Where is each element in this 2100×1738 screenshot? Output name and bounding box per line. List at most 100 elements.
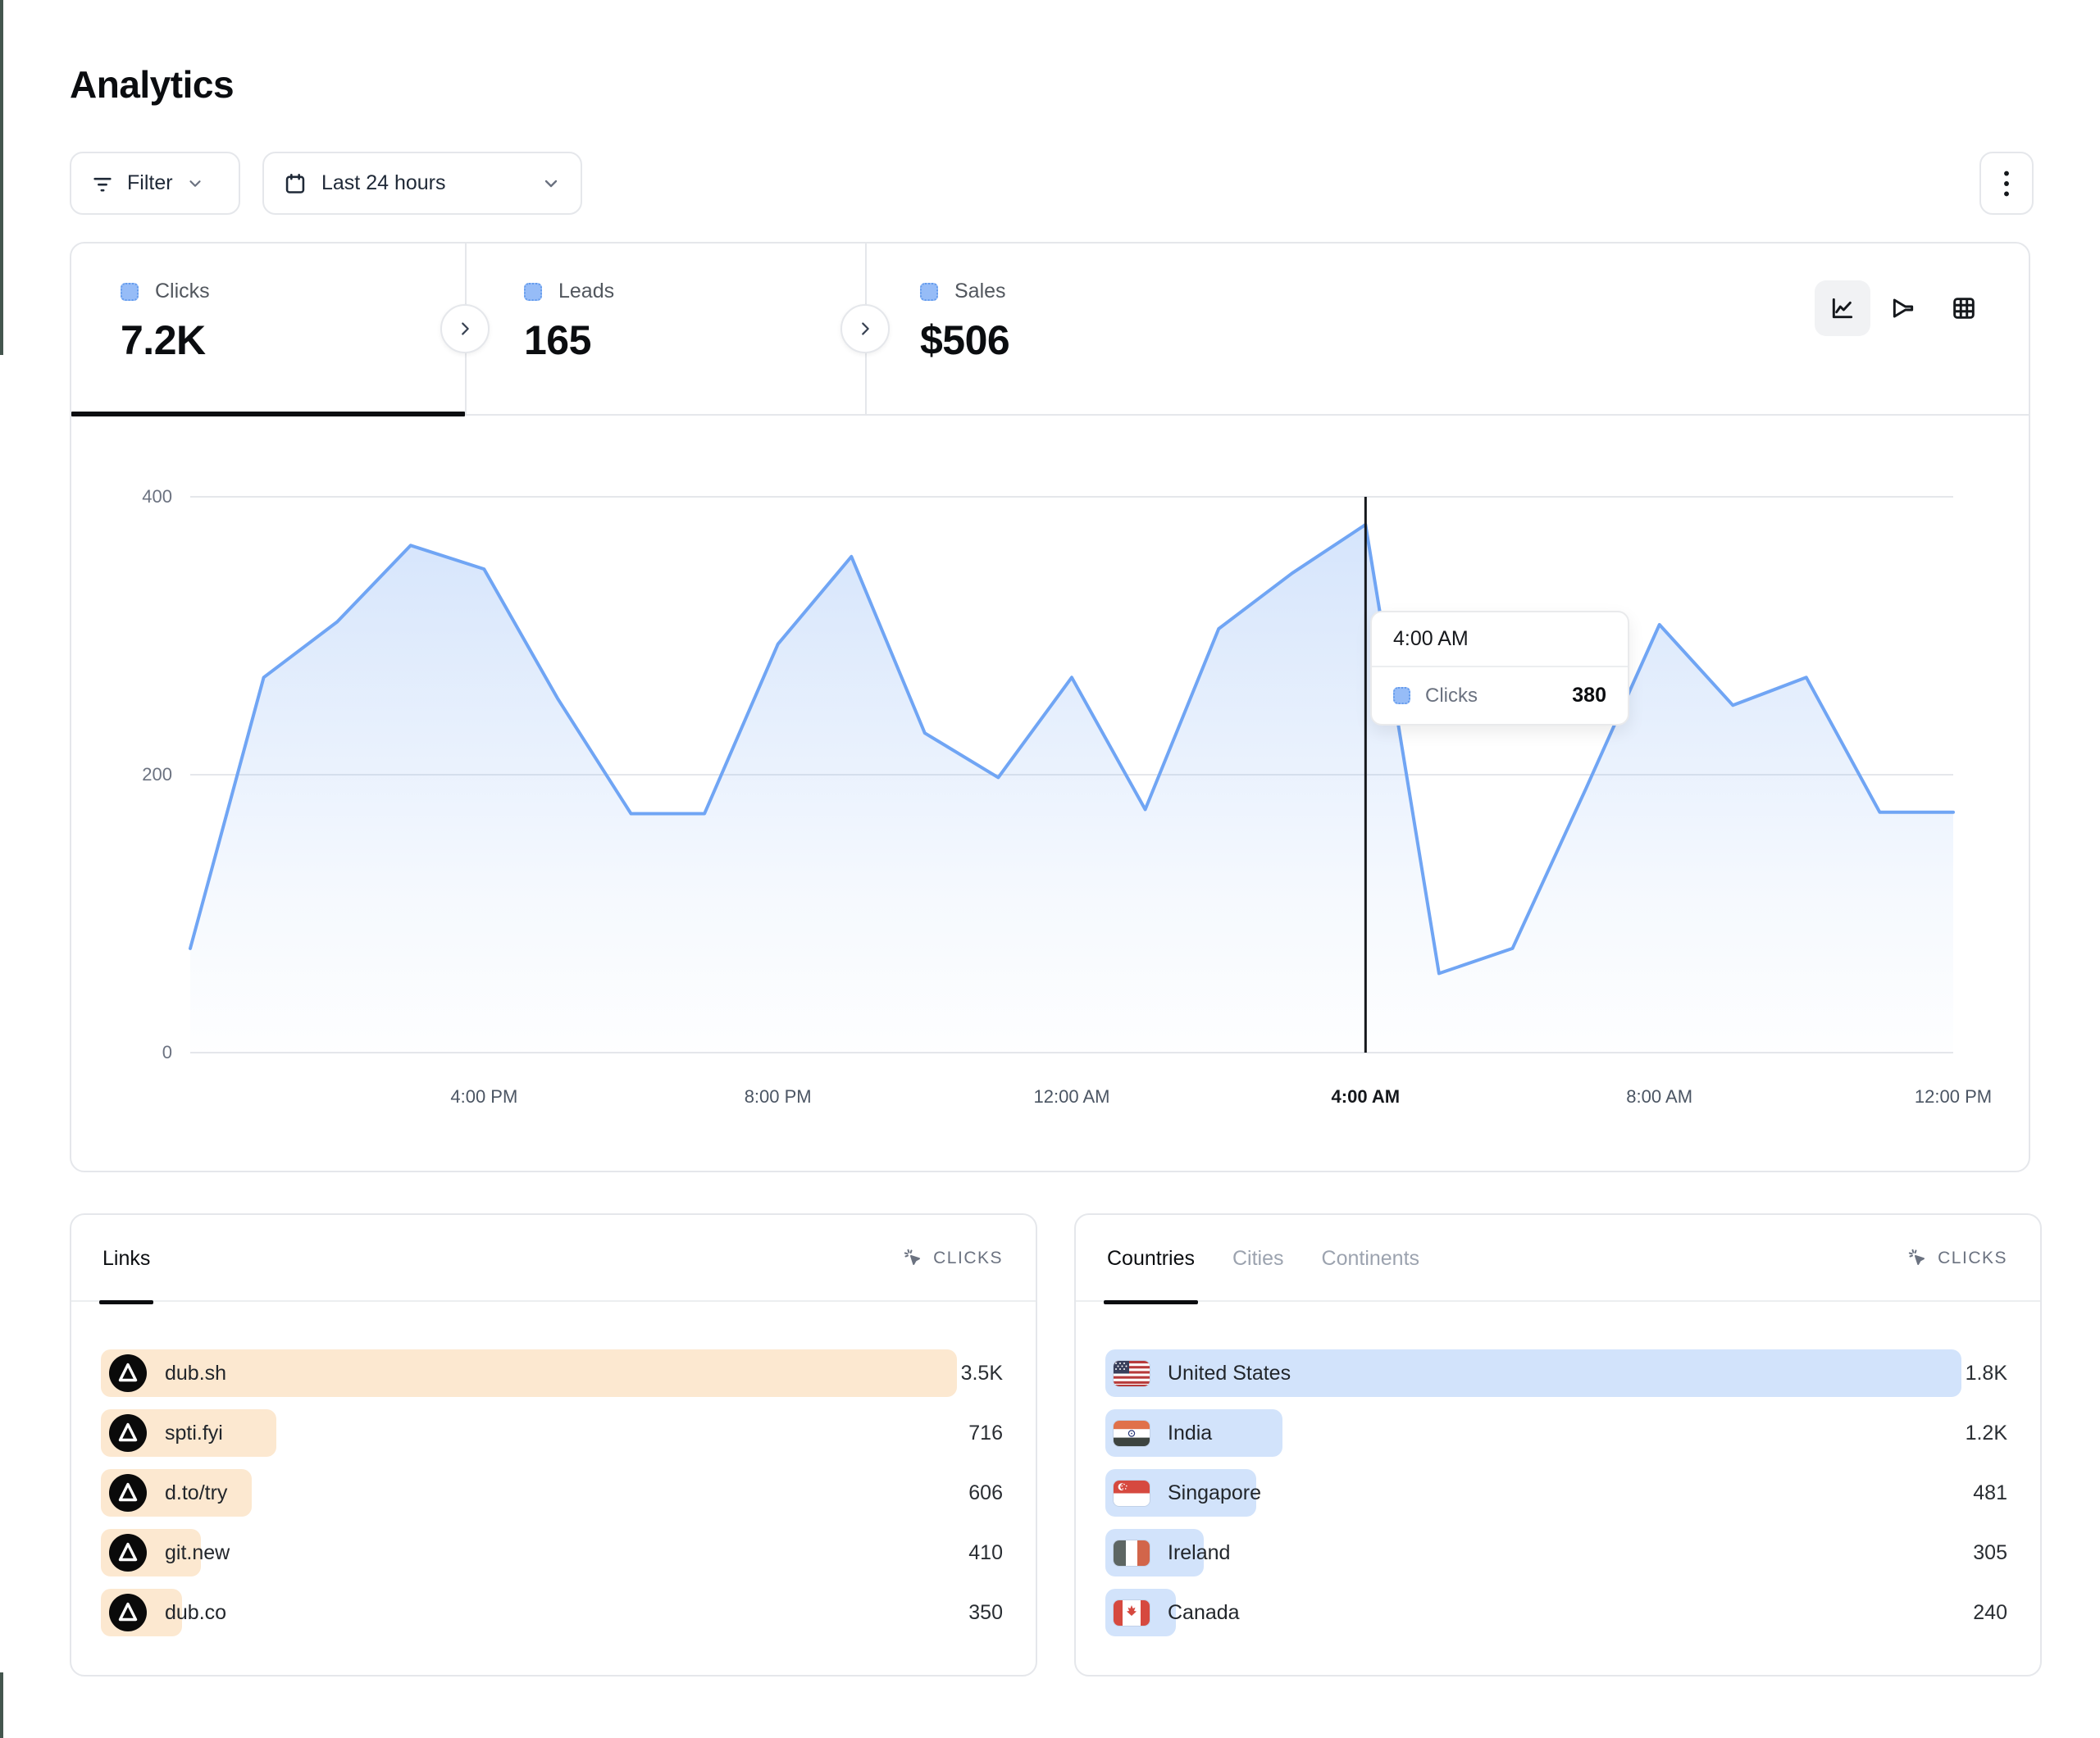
table-view-button[interactable] (1936, 280, 1992, 336)
tab-clicks[interactable]: Clicks 7.2K (121, 243, 210, 414)
country-row[interactable]: Ireland 305 (1105, 1529, 2007, 1576)
link-row[interactable]: git.new 410 (101, 1529, 1003, 1576)
window-edge-accent-bottom (0, 1672, 3, 1738)
expand-clicks-leads-button[interactable] (440, 304, 490, 353)
link-name: git.new (165, 1540, 230, 1564)
us-flag-icon (1114, 1360, 1150, 1386)
country-bar (1105, 1349, 1961, 1397)
chart-axis-labels: 0 200 400 4:00 PM 8:00 PM 12:00 AM 4:00 AM 8:00… (142, 486, 1992, 1107)
svg-text:8:00 PM: 8:00 PM (745, 1086, 812, 1107)
svg-text:400: 400 (142, 486, 172, 507)
svg-text:4:00 AM: 4:00 AM (1332, 1086, 1401, 1107)
link-row[interactable]: dub.co 350 (101, 1589, 1003, 1636)
svg-text:4:00 PM: 4:00 PM (450, 1086, 517, 1107)
tooltip-time: 4:00 AM (1372, 612, 1628, 667)
analytics-chart-card: Clicks 7.2K Leads 165 Sales $506 (70, 242, 2030, 1172)
svg-text:200: 200 (142, 764, 172, 785)
funnel-icon (1893, 298, 1914, 318)
country-row[interactable]: Canada 240 (1105, 1589, 2007, 1636)
chevron-right-icon (462, 322, 469, 335)
svg-text:8:00 AM: 8:00 AM (1626, 1086, 1692, 1107)
tab-countries[interactable]: Countries (1104, 1215, 1198, 1304)
country-name: Singapore (1168, 1481, 1261, 1504)
country-name: Ireland (1168, 1540, 1231, 1564)
kebab-menu-icon (1996, 170, 2017, 198)
cursor-click-icon (904, 1249, 923, 1268)
dub-logo-icon (109, 1534, 147, 1572)
chevron-down-icon (541, 174, 561, 193)
link-row[interactable]: d.to/try 606 (101, 1469, 1003, 1517)
link-clicks-value: 3.5K (960, 1361, 1003, 1385)
filter-button-label: Filter (127, 171, 173, 194)
link-row[interactable]: spti.fyi 716 (101, 1409, 1003, 1457)
chevron-right-icon (862, 322, 869, 335)
date-range-button[interactable]: Last 24 hours (262, 152, 582, 215)
tab-sales[interactable]: Sales $506 (920, 243, 1010, 414)
active-tab-underline (71, 412, 465, 416)
funnel-view-button[interactable] (1875, 280, 1931, 336)
country-clicks-value: 481 (1973, 1481, 2007, 1504)
link-name: d.to/try (165, 1481, 228, 1504)
link-clicks-value: 606 (968, 1481, 1003, 1504)
sales-tab-label: Sales (954, 280, 1006, 303)
clicks-tab-label: Clicks (155, 280, 210, 303)
link-clicks-value: 350 (968, 1600, 1003, 1624)
links-rows: dub.sh 3.5K spti.fyi 716 d.to/try 606 (101, 1302, 1003, 1636)
link-clicks-value: 410 (968, 1540, 1003, 1564)
countries-card-header: Countries Cities Continents CLICKS (1076, 1215, 2040, 1304)
svg-text:0: 0 (162, 1042, 172, 1062)
link-row[interactable]: dub.sh 3.5K (101, 1349, 1003, 1397)
country-row[interactable]: Singapore 481 (1105, 1469, 2007, 1517)
country-clicks-value: 240 (1973, 1600, 2007, 1624)
sales-legend-swatch (920, 282, 938, 301)
ireland-flag-icon (1114, 1540, 1150, 1566)
tooltip-value: 380 (1572, 684, 1606, 707)
links-metric-label: CLICKS (933, 1249, 1003, 1267)
country-row[interactable]: India 1.2K (1105, 1409, 2007, 1457)
country-row[interactable]: United States 1.8K (1105, 1349, 2007, 1397)
country-clicks-value: 305 (1973, 1540, 2007, 1564)
chart-tooltip: 4:00 AM Clicks 380 (1370, 611, 1629, 726)
link-name: spti.fyi (165, 1421, 223, 1445)
tooltip-series-label: Clicks (1425, 684, 1478, 707)
tab-leads[interactable]: Leads 165 (524, 243, 614, 414)
leads-tab-label: Leads (558, 280, 615, 303)
dub-logo-icon (109, 1354, 147, 1392)
country-name: United States (1168, 1361, 1291, 1385)
filter-icon (91, 172, 114, 195)
country-name: India (1168, 1421, 1213, 1445)
countries-rows: United States 1.8K India 1.2K (1105, 1302, 2007, 1636)
links-metric-selector[interactable]: CLICKS (904, 1215, 1003, 1302)
calendar-icon (284, 172, 307, 195)
leads-legend-swatch (524, 282, 542, 301)
window-edge-accent-top (0, 0, 3, 355)
tab-continents[interactable]: Continents (1321, 1246, 1420, 1270)
country-name: Canada (1168, 1600, 1240, 1624)
clicks-value: 7.2K (121, 317, 206, 363)
tab-cities[interactable]: Cities (1232, 1246, 1284, 1270)
links-card: Links CLICKS dub.sh (70, 1213, 1037, 1677)
tab-links[interactable]: Links (98, 1215, 154, 1304)
filter-button[interactable]: Filter (70, 152, 240, 215)
clicks-legend-swatch (121, 282, 139, 301)
canada-flag-icon (1114, 1599, 1150, 1626)
india-flag-icon (1114, 1420, 1150, 1446)
sales-value: $506 (920, 317, 1010, 363)
more-options-button[interactable] (1979, 152, 2034, 215)
countries-card: Countries Cities Continents CLICKS (1074, 1213, 2042, 1677)
links-card-header: Links CLICKS (71, 1215, 1036, 1304)
country-clicks-value: 1.8K (1965, 1361, 2007, 1385)
leads-value: 165 (524, 317, 591, 363)
grid-icon (1953, 298, 1975, 319)
chevron-down-icon (186, 175, 204, 193)
svg-text:12:00 AM: 12:00 AM (1034, 1086, 1110, 1107)
stats-tabs-row: Clicks 7.2K Leads 165 Sales $506 (71, 243, 2029, 416)
countries-metric-selector[interactable]: CLICKS (1908, 1215, 2007, 1302)
expand-leads-sales-button[interactable] (840, 304, 890, 353)
date-range-label: Last 24 hours (321, 171, 446, 194)
link-name: dub.co (165, 1600, 227, 1624)
clicks-area-chart[interactable]: 0 200 400 4:00 PM 8:00 PM 12:00 AM 4:00 AM 8:00… (71, 416, 2032, 1174)
line-chart-view-button[interactable] (1815, 280, 1870, 336)
countries-metric-label: CLICKS (1938, 1249, 2007, 1267)
